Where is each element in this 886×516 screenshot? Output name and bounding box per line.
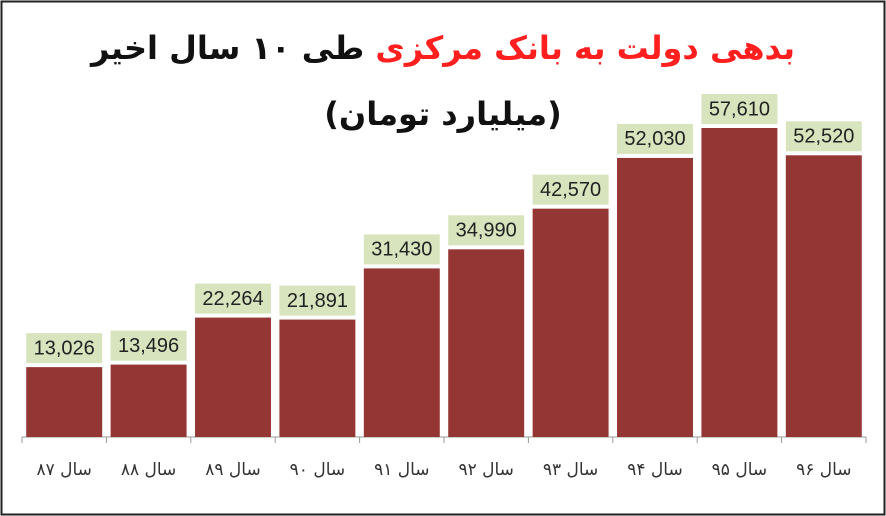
value-label: 13,026 — [34, 337, 95, 359]
bar — [110, 364, 187, 437]
bar — [279, 319, 356, 437]
chart-title: بدهی دولت به بانک مرکزی طی ۱۰ سال اخیر — [89, 29, 795, 67]
x-tick-label: سال ۹۰ — [290, 460, 345, 480]
value-label-bg — [279, 285, 356, 316]
chart-subtitle: (میلیارد تومان) — [324, 95, 561, 133]
title-rest: طی ۱۰ سال اخیر — [89, 29, 364, 67]
bar — [195, 317, 271, 437]
x-tick-label: سال ۹۴ — [627, 460, 682, 480]
x-tick-label: سال ۹۱ — [374, 460, 429, 480]
value-label-bg — [532, 174, 609, 205]
bar — [448, 249, 525, 437]
value-label-bg — [110, 330, 187, 361]
value-label-bg — [195, 283, 271, 314]
value-label-bg — [448, 215, 525, 246]
value-label: 22,264 — [202, 288, 263, 310]
bar — [617, 157, 693, 437]
value-label-bg — [617, 123, 693, 154]
value-label-bg — [26, 333, 103, 364]
value-label: 57,610 — [709, 98, 770, 120]
value-label-bg — [701, 94, 778, 124]
value-label-bg — [363, 234, 440, 265]
value-label: 31,430 — [371, 239, 432, 261]
value-label: 52,520 — [793, 126, 854, 148]
value-label: 42,570 — [540, 179, 601, 201]
value-label: 34,990 — [456, 220, 517, 242]
value-label: 21,891 — [287, 290, 348, 312]
value-label: 13,496 — [118, 335, 179, 357]
bar — [532, 208, 609, 437]
x-tick-label: سال ۸۹ — [205, 460, 260, 480]
x-tick-label: سال ۸۷ — [36, 460, 91, 480]
bar — [26, 367, 103, 437]
bar — [785, 155, 862, 437]
value-label-bg — [785, 121, 862, 152]
value-label: 52,030 — [624, 128, 685, 150]
x-tick-label: سال ۹۶ — [796, 460, 851, 480]
bar — [701, 128, 778, 437]
x-tick-label: سال ۹۳ — [543, 460, 598, 480]
x-tick-label: سال ۹۵ — [712, 460, 767, 480]
x-tick-label: سال ۹۲ — [458, 460, 513, 480]
bar — [363, 268, 440, 437]
title-highlight: بدهی دولت به بانک مرکزی — [375, 29, 795, 67]
x-tick-label: سال ۸۸ — [121, 460, 176, 480]
